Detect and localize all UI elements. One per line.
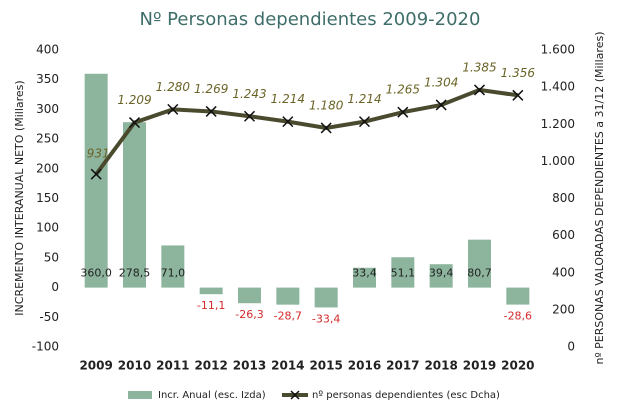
y-tick-label: 0 xyxy=(51,280,59,294)
bar-value-label: -28,6 xyxy=(504,310,532,323)
x-tick-label: 2017 xyxy=(386,359,419,373)
x-tick-label: 2010 xyxy=(118,359,151,373)
marker xyxy=(397,106,409,118)
bar-value-label: -28,7 xyxy=(274,310,302,323)
x-tick-label: 2018 xyxy=(424,359,457,373)
bar xyxy=(238,287,261,304)
bar xyxy=(314,287,338,308)
legend-label: nº personas dependientes (esc Dcha) xyxy=(312,390,500,401)
y2-tick-label: 0 xyxy=(567,340,575,354)
y-tick-label: 300 xyxy=(36,102,59,116)
line-value-label: 1.269 xyxy=(194,82,228,96)
chart-title: Nº Personas dependientes 2009-2020 xyxy=(140,9,481,30)
y2-axis-label: nº PERSONAS VALORADAS DEPENDIENTES a 31/… xyxy=(593,32,606,365)
line-value-label: 1.209 xyxy=(117,93,151,107)
legend-label: Incr. Anual (esc. Izda) xyxy=(158,390,266,401)
y-tick-label: 200 xyxy=(36,161,59,175)
bar-value-label: 71,0 xyxy=(161,267,186,280)
y2-tick-label: 600 xyxy=(552,228,575,242)
y2-tick-label: 1.600 xyxy=(541,43,575,57)
y2-tick-label: 1.400 xyxy=(541,80,575,94)
x-tick-label: 2014 xyxy=(271,359,304,373)
line-value-label: 931 xyxy=(87,147,110,161)
bar xyxy=(84,73,108,288)
x-tick-label: 2019 xyxy=(463,359,496,373)
line xyxy=(94,87,519,176)
x-tick-label: 2016 xyxy=(348,359,381,373)
line-value-label: 1.180 xyxy=(309,98,344,112)
y2-tick-label: 200 xyxy=(552,302,575,316)
x-tick-label: 2009 xyxy=(79,359,112,373)
y-tick-label: -50 xyxy=(39,310,59,324)
bar-value-label: -33,4 xyxy=(312,312,340,325)
x-tick-label: 2012 xyxy=(194,359,227,373)
y-tick-label: 50 xyxy=(44,250,59,264)
line-value-label: 1.280 xyxy=(156,80,191,94)
marker xyxy=(205,105,217,117)
bar xyxy=(161,245,185,288)
bar xyxy=(199,287,223,295)
bar-value-label: 80,7 xyxy=(467,267,492,280)
x-tick-label: 2013 xyxy=(233,359,266,373)
line-value-label: 1.265 xyxy=(386,83,420,97)
legend-swatch xyxy=(128,391,152,399)
marker xyxy=(320,122,332,134)
line-value-label: 1.243 xyxy=(232,87,266,101)
bar xyxy=(506,287,530,305)
y2-tick-label: 1.200 xyxy=(541,117,575,131)
line-value-label: 1.214 xyxy=(271,92,305,106)
bar xyxy=(123,122,146,288)
marker xyxy=(358,116,371,128)
bar-value-label: 39,4 xyxy=(429,267,454,280)
y-tick-label: -100 xyxy=(32,340,59,354)
bar xyxy=(353,267,376,288)
y-tick-label: 150 xyxy=(36,191,59,205)
y-tick-label: 100 xyxy=(36,221,59,235)
x-tick-label: 2015 xyxy=(309,359,342,373)
bar xyxy=(391,257,415,288)
bar-value-label: 278,5 xyxy=(119,267,151,280)
marker xyxy=(90,168,102,180)
marker xyxy=(512,89,524,101)
y-tick-label: 350 xyxy=(36,72,59,86)
marker xyxy=(243,110,256,122)
y2-tick-label: 1.000 xyxy=(541,154,575,168)
x-tick-label: 2020 xyxy=(501,359,534,373)
y-tick-label: 400 xyxy=(36,43,59,57)
bar xyxy=(468,239,491,288)
legend-marker xyxy=(290,390,300,400)
marker xyxy=(128,117,141,129)
y2-tick-label: 800 xyxy=(552,191,575,205)
y-tick-label: 250 xyxy=(36,132,59,146)
line-value-label: 1.356 xyxy=(501,66,536,80)
bar-value-label: 33,4 xyxy=(352,267,377,280)
bar-value-label: 360,0 xyxy=(80,267,112,280)
marker xyxy=(282,116,294,128)
bar-value-label: 51,1 xyxy=(391,267,416,280)
line-value-label: 1.385 xyxy=(462,60,496,74)
y-axis-label: INCREMENTO INTERANUAL NETO (Millares) xyxy=(13,80,26,315)
bar-value-label: -26,3 xyxy=(235,308,263,321)
y2-tick-label: 400 xyxy=(552,265,575,279)
bar xyxy=(276,287,300,305)
x-tick-label: 2011 xyxy=(156,359,189,373)
marker xyxy=(167,103,179,115)
marker xyxy=(435,99,447,111)
marker xyxy=(473,84,486,96)
line-value-label: 1.214 xyxy=(347,92,381,106)
bar xyxy=(429,264,453,288)
line-value-label: 1.304 xyxy=(424,75,458,89)
bar-value-label: -11,1 xyxy=(197,299,225,312)
